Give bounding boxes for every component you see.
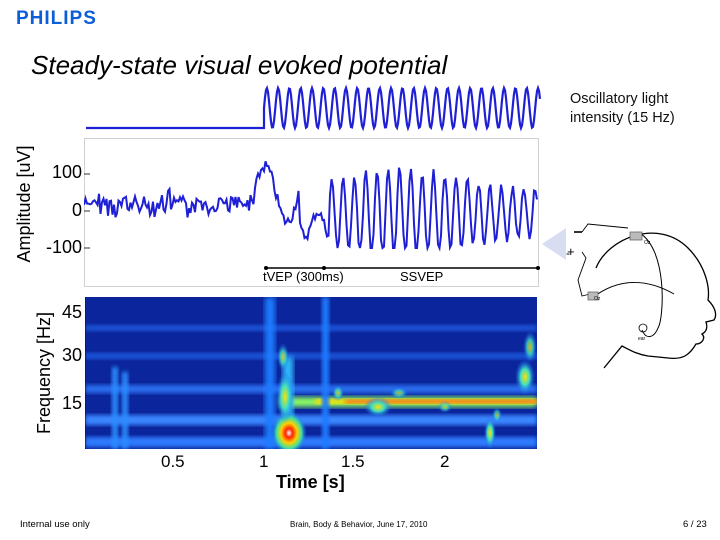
freq-tick-30: 30 xyxy=(61,345,82,365)
time-axis-label: Time [s] xyxy=(276,472,345,492)
stimulus-label-line1: Oscillatory light xyxy=(570,91,669,107)
stimulus-trace xyxy=(86,84,542,132)
electrode-oz-lower-label: Oz xyxy=(594,296,601,302)
time-tick-1-5: 1.5 xyxy=(341,452,365,471)
spectrogram xyxy=(85,297,537,449)
amplitude-plot xyxy=(84,138,540,287)
ssvep-label: SSVEP xyxy=(400,269,444,284)
freq-tick-45: 45 xyxy=(61,302,82,322)
tvep-label: tVEP (300ms) xyxy=(263,269,344,284)
head-electrode-diagram: - + Oz Oz ear xyxy=(542,223,717,369)
time-tick-0-5: 0.5 xyxy=(161,452,185,471)
footer-page-number: 6 / 23 xyxy=(683,519,707,530)
signal-arrow-icon xyxy=(542,228,566,260)
footer-classification: Internal use only xyxy=(20,519,90,530)
freq-tick-15: 15 xyxy=(61,393,82,413)
time-tick-1: 1 xyxy=(259,452,269,471)
footer-event: Brain, Body & Behavior, June 17, 2010 xyxy=(290,520,428,529)
amp-tick-0: 0 xyxy=(71,200,82,220)
slide-title: Steady-state visual evoked potential xyxy=(31,50,448,80)
amp-tick-100: 100 xyxy=(51,162,82,182)
frequency-axis-label: Frequency [Hz] xyxy=(34,312,54,434)
stimulus-label-line2: intensity (15 Hz) xyxy=(570,110,675,126)
electrode-plus: + xyxy=(567,244,575,259)
svg-text:Amplitude [uV]: Amplitude [uV] xyxy=(14,145,34,262)
svg-text:Frequency [Hz]: Frequency [Hz] xyxy=(34,312,54,434)
stimulus-label: Oscillatory light intensity (15 Hz) xyxy=(570,90,675,128)
electrode-minus: - xyxy=(566,246,570,260)
amp-tick-minus100: -100 xyxy=(46,237,83,257)
electrode-ear-label: ear xyxy=(638,336,646,342)
time-tick-2: 2 xyxy=(440,452,450,471)
amplitude-axis-label: Amplitude [uV] xyxy=(14,145,34,262)
philips-logo: PHILIPS xyxy=(16,8,97,29)
electrode-oz-label: Oz xyxy=(644,240,651,246)
